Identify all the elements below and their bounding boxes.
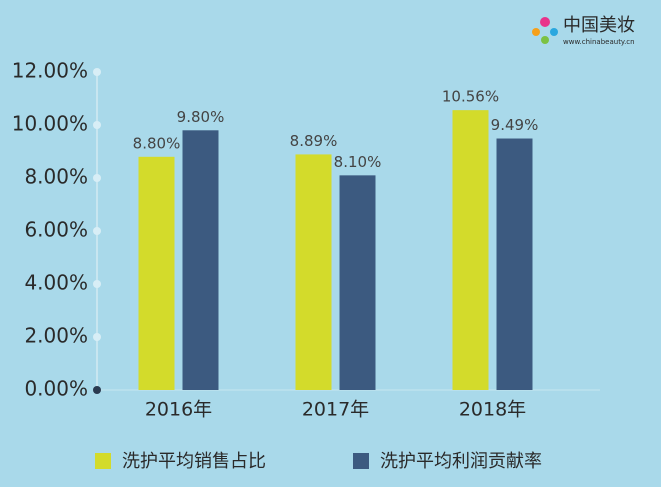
y-tick: [93, 68, 101, 76]
y-tick: [93, 227, 101, 235]
logo-url: www.chinabeauty.cn: [563, 38, 635, 46]
bar: [496, 138, 533, 390]
legend-swatch: [95, 453, 111, 469]
logo-dot: [550, 28, 558, 36]
y-tick-label: 10.00%: [12, 112, 88, 136]
y-tick-label: 4.00%: [24, 271, 88, 295]
logo-dot: [532, 28, 540, 36]
legend-label: 洗护平均利润贡献率: [380, 451, 542, 472]
legend-label: 洗护平均销售占比: [122, 451, 266, 472]
logo-name: 中国美妆: [563, 15, 635, 36]
value-label: 9.49%: [491, 116, 539, 134]
y-tick: [93, 174, 101, 182]
value-label: 8.10%: [334, 153, 382, 171]
bar: [295, 154, 332, 390]
value-label: 9.80%: [177, 108, 225, 126]
y-tick-label: 0.00%: [24, 377, 88, 401]
y-tick-label: 12.00%: [12, 59, 88, 83]
y-tick-label: 6.00%: [24, 218, 88, 242]
y-tick: [93, 333, 101, 341]
x-tick-label: 2016年: [145, 399, 212, 421]
y-tick-label: 8.00%: [24, 165, 88, 189]
y-tick: [93, 386, 101, 394]
x-tick-label: 2017年: [302, 399, 369, 421]
value-label: 10.56%: [442, 88, 499, 106]
bar: [182, 130, 219, 391]
bar: [138, 156, 175, 390]
logo-dot: [540, 17, 550, 27]
bar: [339, 175, 376, 390]
x-tick-label: 2018年: [459, 399, 526, 421]
logo: 中国美妆 www.chinabeauty.cn: [532, 15, 635, 46]
bar: [452, 110, 489, 390]
value-label: 8.80%: [133, 134, 181, 152]
value-label: 8.89%: [290, 132, 338, 150]
y-tick: [93, 280, 101, 288]
logo-dot: [541, 36, 549, 44]
legend-swatch: [353, 453, 369, 469]
y-tick-label: 2.00%: [24, 324, 88, 348]
y-tick: [93, 121, 101, 129]
